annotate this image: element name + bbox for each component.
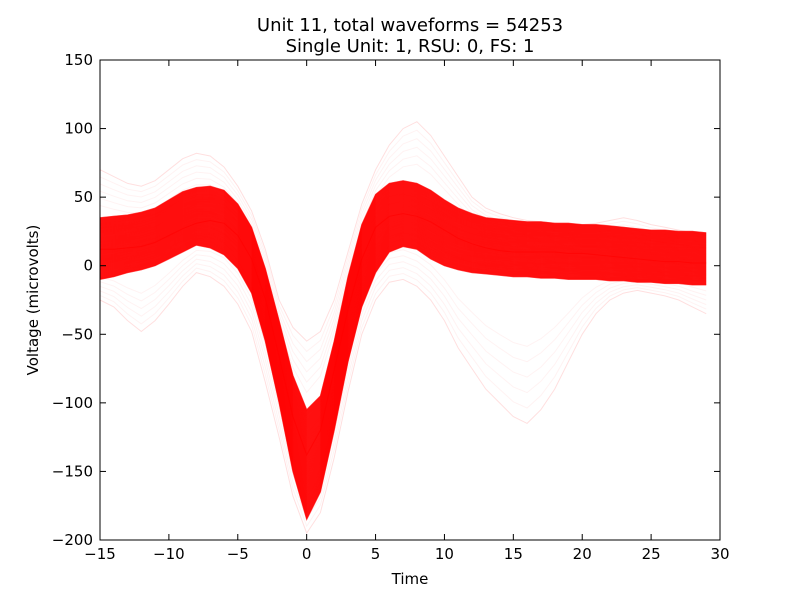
x-tick-label: 10: [435, 545, 454, 563]
y-tick-label: −150: [52, 462, 93, 480]
x-tick-label: 25: [642, 545, 661, 563]
x-tick-label: −5: [227, 545, 249, 563]
y-tick-label: −200: [52, 531, 93, 549]
series-line-2: [99, 180, 707, 411]
outlier-trace: [99, 254, 707, 507]
waveform-series-layer: [99, 121, 707, 535]
x-axis-label: Time: [391, 570, 429, 588]
x-tick-label: 15: [504, 545, 523, 563]
x-tick-label: 20: [573, 545, 592, 563]
x-tick-label: 30: [710, 545, 729, 563]
tick-label-layer: −15 −10 −5 0 5 10 15 20 25 30150100500−50−100−150…: [52, 51, 730, 563]
series-line-0: [100, 213, 707, 457]
y-tick-label: 150: [64, 51, 93, 69]
series-line-1: [99, 244, 707, 521]
outlier-trace: [99, 258, 707, 514]
plot-frame: [99, 59, 721, 541]
y-tick-label: 50: [74, 188, 93, 206]
x-tick-label: 5: [371, 545, 381, 563]
y-tick-label: 100: [64, 120, 93, 138]
x-tick-label: −10: [153, 545, 185, 563]
chart-subtitle: Single Unit: 1, RSU: 0, FS: 1: [286, 36, 535, 57]
outlier-trace: [99, 263, 707, 521]
outlier-trace: [99, 267, 707, 528]
chart-title: Unit 11, total waveforms = 54253: [257, 15, 563, 36]
waveform-envelope: [100, 180, 707, 520]
outlier-trace: [99, 272, 707, 535]
x-tick-label: 0: [302, 545, 312, 563]
outlier-trace: [99, 121, 707, 342]
y-tick-label: −50: [61, 325, 93, 343]
series-line-3: [99, 121, 707, 342]
y-axis-label: Voltage (microvolts): [24, 225, 42, 376]
outlier-trace: [99, 129, 707, 353]
series-line-4: [99, 272, 707, 535]
x-tick-label: −15: [84, 545, 116, 563]
outlier-trace: [99, 249, 707, 500]
y-tick-label: −100: [52, 394, 93, 412]
tick-layer: [99, 59, 721, 541]
y-tick-label: 0: [83, 257, 93, 275]
